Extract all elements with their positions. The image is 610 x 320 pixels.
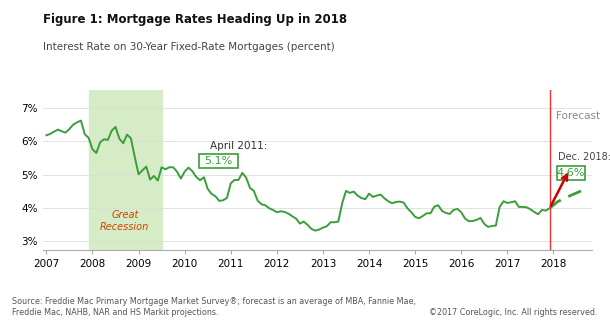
FancyBboxPatch shape <box>557 166 585 180</box>
Text: Figure 1: Mortgage Rates Heading Up in 2018: Figure 1: Mortgage Rates Heading Up in 2… <box>43 13 347 26</box>
Text: Interest Rate on 30-Year Fixed-Rate Mortgages (percent): Interest Rate on 30-Year Fixed-Rate Mort… <box>43 42 334 52</box>
Bar <box>88 90 162 250</box>
Text: 5.1%: 5.1% <box>205 156 233 166</box>
Text: Source: Freddie Mac Primary Mortgage Market Survey®; forecast is an average of M: Source: Freddie Mac Primary Mortgage Mar… <box>12 297 416 317</box>
Text: Great
Recession: Great Recession <box>100 211 149 232</box>
Text: 4.6%: 4.6% <box>556 168 585 178</box>
Text: ©2017 CoreLogic, Inc. All rights reserved.: ©2017 CoreLogic, Inc. All rights reserve… <box>429 308 598 317</box>
Text: Dec. 2018:: Dec. 2018: <box>558 152 610 162</box>
Text: Forecast: Forecast <box>556 111 600 121</box>
FancyBboxPatch shape <box>199 154 238 168</box>
Text: April 2011:: April 2011: <box>210 140 267 151</box>
